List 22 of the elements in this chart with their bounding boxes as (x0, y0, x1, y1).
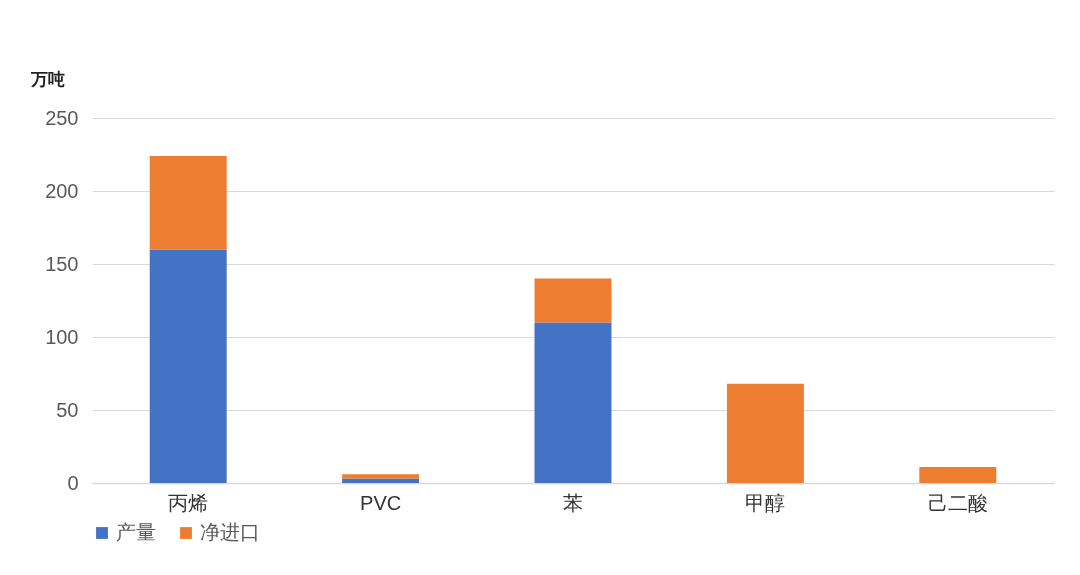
bar (149, 155, 227, 250)
bar (342, 474, 420, 479)
y-tick-label: 200 (45, 179, 79, 202)
bar (534, 322, 612, 483)
bar (919, 466, 997, 483)
y-tick-label: 250 (45, 106, 79, 129)
bar (342, 478, 420, 483)
bar (534, 278, 612, 323)
y-tick-label: 0 (67, 471, 79, 494)
y-tick-label: 100 (45, 325, 79, 348)
legend-label: 产量 (116, 521, 156, 543)
x-tick-label: 己二酸 (927, 491, 988, 514)
x-tick-label: 苯 (563, 491, 583, 514)
legend-label: 净进口 (200, 521, 260, 543)
bar (726, 383, 804, 483)
y-tick-label: 150 (45, 252, 79, 275)
y-tick-label: 50 (56, 398, 79, 421)
x-tick-label: PVC (360, 491, 402, 514)
bar (149, 249, 227, 483)
y-axis-title: 万吨 (29, 69, 65, 89)
x-tick-label: 甲醇 (745, 491, 786, 514)
x-tick-label: 丙烯 (168, 491, 209, 514)
